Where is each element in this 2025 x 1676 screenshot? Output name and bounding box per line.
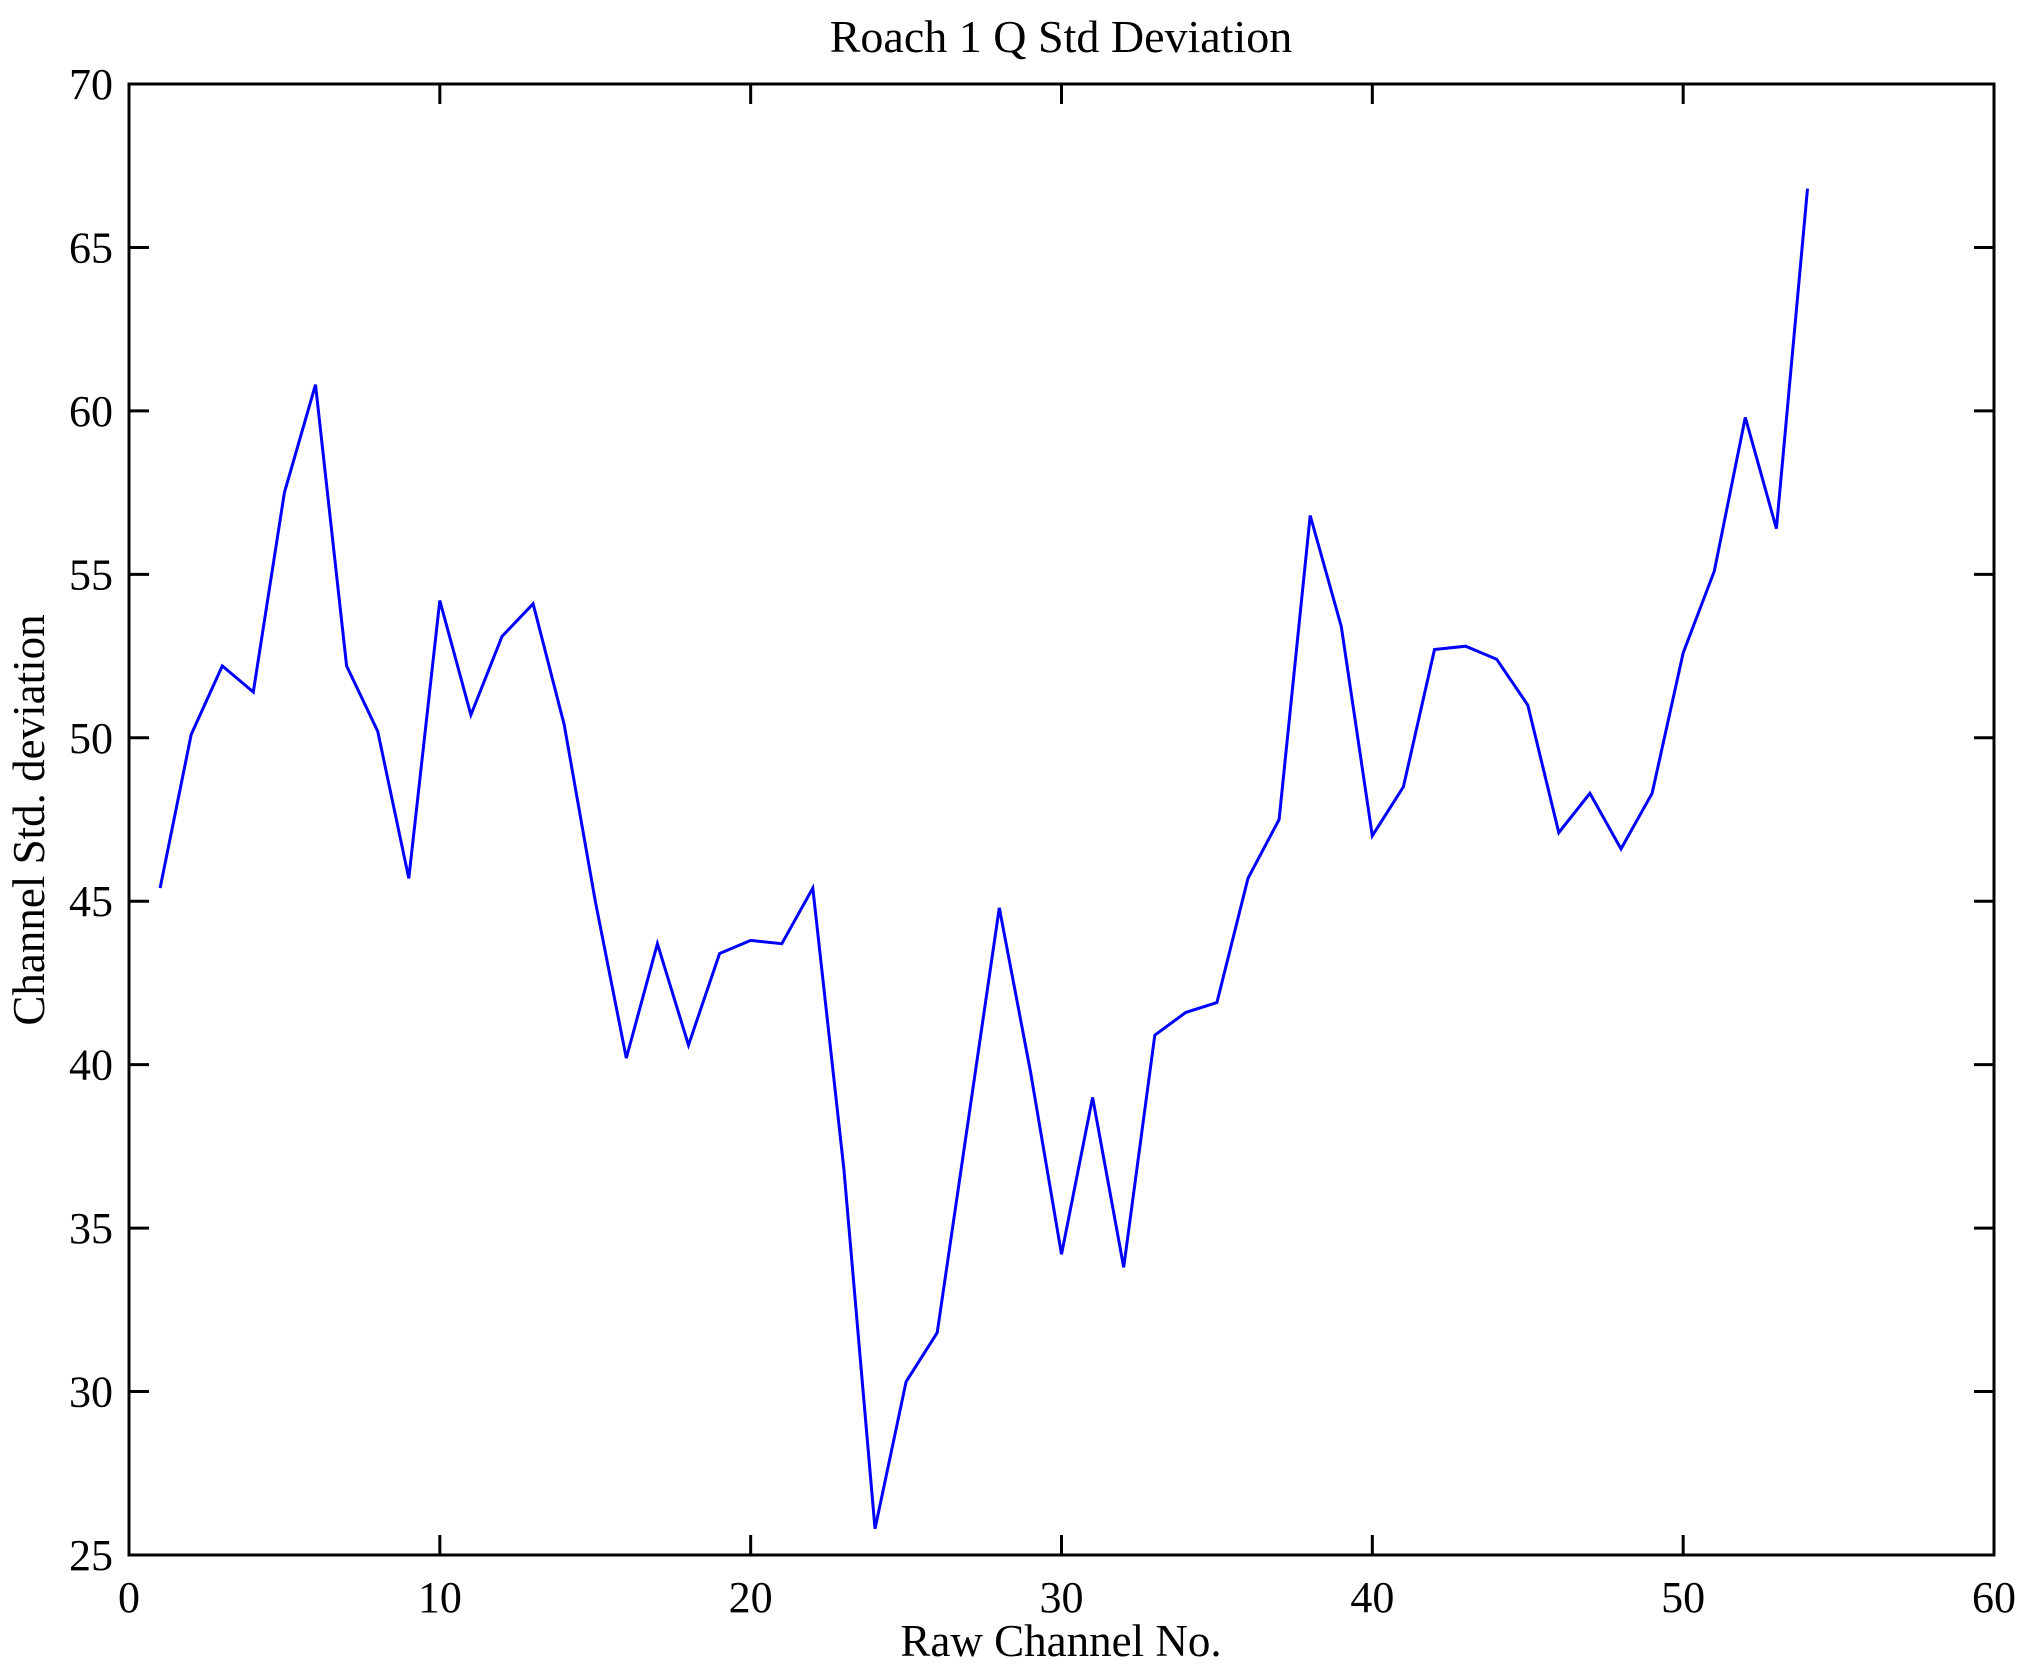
y-tick-label: 65 (69, 223, 113, 272)
y-tick-label: 45 (69, 877, 113, 926)
x-tick-label: 40 (1350, 1573, 1394, 1622)
data-line (158, 188, 1809, 1530)
axes-frame (127, 82, 1996, 1557)
y-tick-label: 70 (69, 60, 113, 109)
y-tick-label: 40 (69, 1041, 113, 1090)
tick-labels: 0 10 20 30 40 50 60 25 30 35 40 45 50 55 60 65 70 (69, 60, 2016, 1622)
y-tick-label: 60 (69, 387, 113, 436)
x-axis-label: Raw Channel No. (900, 1616, 1221, 1666)
x-tick-label: 20 (729, 1573, 773, 1622)
y-tick-label: 50 (69, 714, 113, 763)
y-axis-label: Channel Std. deviation (4, 614, 54, 1025)
chart-title: Roach 1 Q Std Deviation (830, 11, 1293, 62)
x-tick-label: 60 (1972, 1573, 2016, 1622)
plot-area (158, 188, 1809, 1530)
y-tick-label: 25 (69, 1531, 113, 1580)
y-tick-label: 30 (69, 1368, 113, 1417)
x-tick-label: 50 (1661, 1573, 1705, 1622)
x-tick-label: 0 (118, 1573, 140, 1622)
y-tick-label: 35 (69, 1204, 113, 1253)
x-tick-label: 10 (418, 1573, 462, 1622)
axis-ticks (127, 82, 1996, 1557)
y-tick-label: 55 (69, 550, 113, 599)
x-tick-label: 30 (1040, 1573, 1084, 1622)
